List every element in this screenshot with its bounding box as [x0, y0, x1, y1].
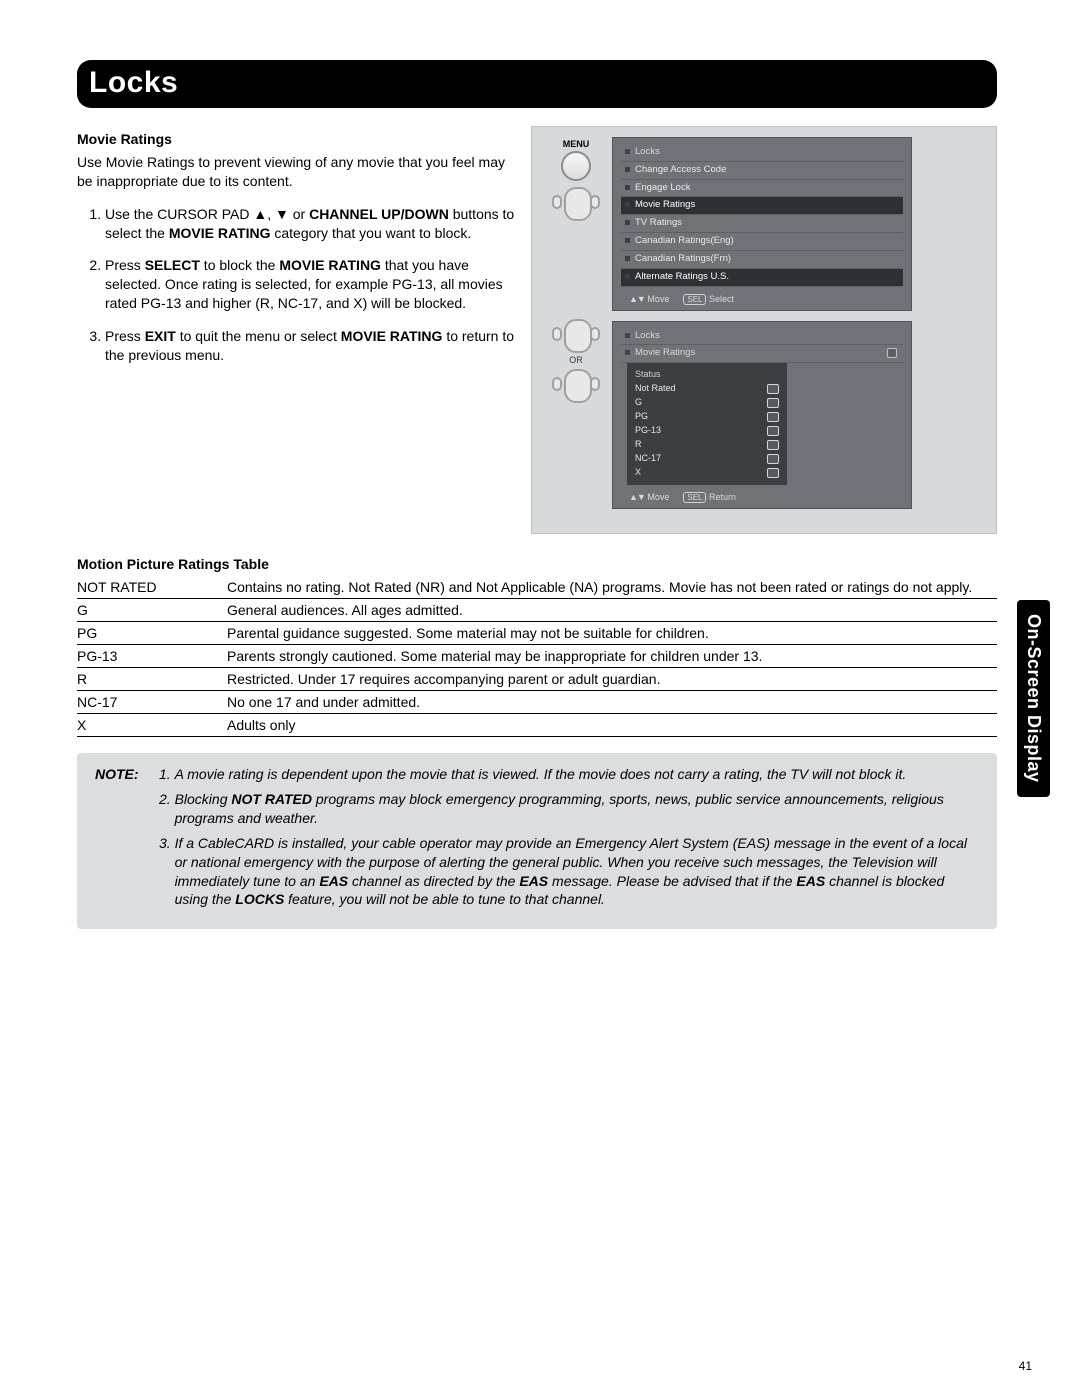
rating-g[interactable]: G [633, 395, 781, 409]
table-row: GGeneral audiences. All ages admitted. [77, 599, 997, 622]
dpad-icon [554, 369, 598, 399]
osd-ratings-list: Locks Movie Ratings Status Not Rated G P… [613, 322, 911, 490]
table-row: RRestricted. Under 17 requires accompany… [77, 668, 997, 691]
note-list: A movie rating is dependent upon the mov… [147, 765, 979, 915]
lock-icon [767, 468, 779, 478]
note-label: NOTE: [95, 765, 139, 915]
osd-item-change-access[interactable]: Change Access Code [621, 162, 903, 180]
note-item-1: A movie rating is dependent upon the mov… [175, 765, 979, 784]
lock-icon [767, 426, 779, 436]
osd-header-movie-ratings: Movie Ratings [621, 345, 903, 363]
menu-button-label: MENU [548, 139, 604, 149]
intro-paragraph: Use Movie Ratings to prevent viewing of … [77, 153, 517, 191]
osd-screen-2: Locks Movie Ratings Status Not Rated G P… [612, 321, 912, 510]
or-label: OR [548, 355, 604, 365]
remote-illustration-2: OR [548, 319, 604, 405]
ratings-table-heading: Motion Picture Ratings Table [77, 556, 997, 572]
lock-icon [887, 348, 897, 358]
table-row: PGParental guidance suggested. Some mate… [77, 622, 997, 645]
osd-item-movie-ratings[interactable]: Movie Ratings [621, 197, 903, 215]
table-row: NC-17No one 17 and under admitted. [77, 691, 997, 714]
status-header: Status [633, 367, 781, 381]
rating-nc17[interactable]: NC-17 [633, 451, 781, 465]
text-column: Movie Ratings Use Movie Ratings to preve… [77, 126, 517, 534]
osd-ratings-menu: OR Locks Movie Ratings Status Not Rated … [612, 321, 986, 510]
table-row: XAdults only [77, 714, 997, 737]
page-number: 41 [1019, 1359, 1032, 1373]
note-item-3: If a CableCARD is installed, your cable … [175, 834, 979, 910]
content-row: Movie Ratings Use Movie Ratings to preve… [77, 126, 997, 534]
table-row: NOT RATEDContains no rating. Not Rated (… [77, 576, 997, 599]
osd-item-alt-ratings[interactable]: Alternate Ratings U.S. [621, 269, 903, 287]
updown-icon: ▲▼ [629, 294, 645, 304]
osd-item-can-frn[interactable]: Canadian Ratings(Frn) [621, 251, 903, 269]
menu-button-icon [561, 151, 591, 181]
section-title: Locks [77, 60, 997, 108]
osd-item-engage-lock[interactable]: Engage Lock [621, 180, 903, 198]
rating-x[interactable]: X [633, 465, 781, 479]
subheading-movie-ratings: Movie Ratings [77, 130, 517, 149]
rating-pg13[interactable]: PG-13 [633, 423, 781, 437]
note-item-2: Blocking NOT RATED programs may block em… [175, 790, 979, 828]
osd-footer-1: ▲▼ Move SEL Select [613, 291, 911, 310]
status-block: Status Not Rated G PG PG-13 R NC-17 X [627, 363, 787, 485]
table-row: PG-13Parents strongly cautioned. Some ma… [77, 645, 997, 668]
dpad-icon [554, 319, 598, 349]
lock-icon [767, 384, 779, 394]
ratings-table: NOT RATEDContains no rating. Not Rated (… [77, 576, 997, 737]
step-3: Press EXIT to quit the menu or select MO… [105, 327, 517, 365]
lock-icon [767, 440, 779, 450]
osd-locks-menu: MENU Locks Change Access Code Engage Loc… [612, 137, 986, 311]
osd-screen-1: Locks Change Access Code Engage Lock Mov… [612, 137, 912, 311]
rating-pg[interactable]: PG [633, 409, 781, 423]
osd-footer-2: ▲▼ Move SEL Return [613, 489, 911, 508]
rating-r[interactable]: R [633, 437, 781, 451]
lock-icon [767, 398, 779, 408]
note-box: NOTE: A movie rating is dependent upon t… [77, 753, 997, 929]
dpad-icon [554, 187, 598, 217]
sel-button-icon: SEL [683, 294, 706, 305]
steps-list: Use the CURSOR PAD ▲, ▼ or CHANNEL UP/DO… [77, 205, 517, 365]
osd-item-tv-ratings[interactable]: TV Ratings [621, 215, 903, 233]
osd-header-locks: Locks [621, 328, 903, 346]
osd-item-can-eng[interactable]: Canadian Ratings(Eng) [621, 233, 903, 251]
figure-box: MENU Locks Change Access Code Engage Loc… [531, 126, 997, 534]
updown-icon: ▲▼ [629, 492, 645, 502]
lock-icon [767, 454, 779, 464]
lock-icon [767, 412, 779, 422]
side-tab: On-Screen Display [1017, 600, 1050, 797]
osd-item-locks[interactable]: Locks [621, 144, 903, 162]
sel-button-icon: SEL [683, 492, 706, 503]
manual-page: Locks Movie Ratings Use Movie Ratings to… [77, 60, 997, 929]
step-1: Use the CURSOR PAD ▲, ▼ or CHANNEL UP/DO… [105, 205, 517, 243]
step-2: Press SELECT to block the MOVIE RATING t… [105, 256, 517, 313]
osd-menu-list: Locks Change Access Code Engage Lock Mov… [613, 138, 911, 291]
remote-illustration-1: MENU [548, 139, 604, 223]
rating-not-rated[interactable]: Not Rated [633, 381, 781, 395]
